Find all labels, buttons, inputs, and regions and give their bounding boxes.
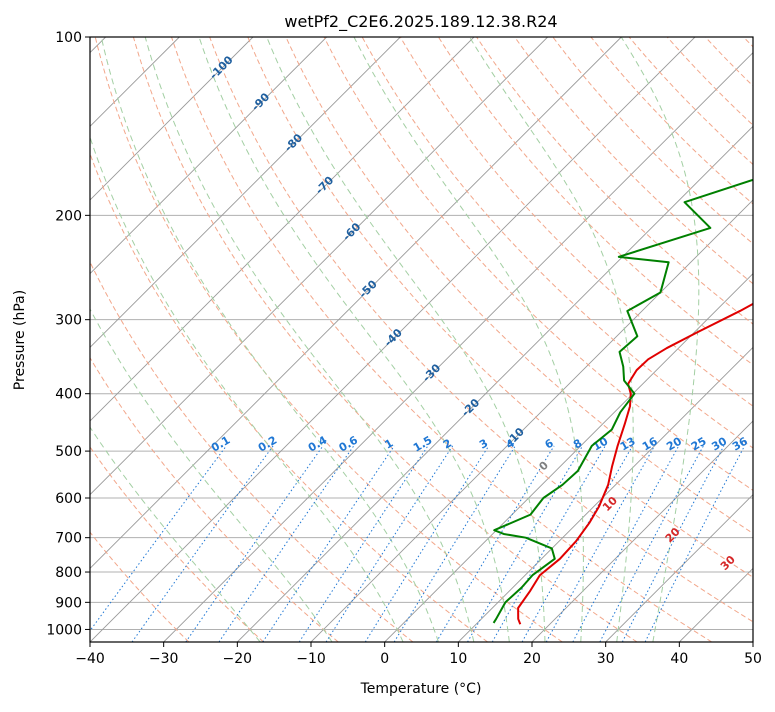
mixing-ratio-line bbox=[131, 445, 274, 642]
mixing-ratio-line bbox=[364, 445, 490, 642]
x-tick-label: 20 bbox=[523, 651, 541, 667]
moist-adiabat-line bbox=[90, 426, 261, 642]
y-tick-label: 300 bbox=[55, 313, 82, 329]
mixing-ratio-line bbox=[218, 445, 355, 642]
temperature-profile-line bbox=[517, 302, 753, 625]
y-axis-ticks: 100 200 300 400 500 600 700 800 900 1000 bbox=[46, 30, 90, 638]
dry-adiabat-line bbox=[399, 37, 753, 407]
x-tick-label: −20 bbox=[223, 651, 253, 667]
y-tick-label: 400 bbox=[55, 387, 82, 403]
mixing-ratio-line bbox=[644, 445, 745, 642]
moist-adiabat-line bbox=[100, 37, 439, 642]
moist-adiabat-line bbox=[266, 37, 546, 642]
mixing-ratio-line bbox=[298, 445, 429, 642]
moist-adiabat-line bbox=[144, 37, 475, 642]
dry-adiabat-line bbox=[476, 37, 753, 325]
x-tick-label: −40 bbox=[75, 651, 105, 667]
y-tick-label: 600 bbox=[55, 491, 82, 507]
isotherm-line bbox=[605, 494, 753, 642]
isotherm-line bbox=[90, 37, 401, 348]
dry-adiabat-line bbox=[361, 37, 753, 449]
moist-adiabat-line bbox=[90, 308, 333, 642]
x-tick-label: 50 bbox=[744, 651, 762, 667]
chart-title: wetPf2_C2E6.2025.189.12.38.R24 bbox=[284, 12, 557, 32]
dry-adiabat-line bbox=[590, 37, 753, 205]
mixing-ratio-line bbox=[435, 445, 555, 642]
isotherm-line bbox=[90, 37, 622, 569]
isobar-grid bbox=[90, 37, 753, 630]
dry-adiabat-line bbox=[247, 37, 753, 578]
isotherm-line bbox=[237, 125, 753, 642]
x-tick-label: 0 bbox=[380, 651, 389, 667]
y-axis-label: Pressure (hPa) bbox=[12, 290, 28, 390]
x-tick-label: −10 bbox=[296, 651, 326, 667]
x-axis-label: Temperature (°C) bbox=[360, 681, 482, 697]
dewpoint-profile-line bbox=[492, 178, 753, 624]
mixing-ratio-line bbox=[325, 445, 454, 642]
isotherm-line bbox=[458, 346, 753, 642]
mixing-ratio-lines bbox=[90, 445, 745, 642]
isotherm-line bbox=[384, 273, 753, 642]
dry-adiabat-line bbox=[90, 531, 190, 642]
isotherm-line bbox=[163, 52, 753, 642]
y-tick-label: 800 bbox=[55, 565, 82, 581]
plot-frame bbox=[89, 36, 754, 643]
dry-adiabat-line bbox=[438, 37, 753, 366]
y-tick-label: 700 bbox=[55, 531, 82, 547]
x-tick-label: −30 bbox=[149, 651, 179, 667]
dry-adiabat-line bbox=[90, 260, 414, 642]
x-tick-label: 40 bbox=[670, 651, 688, 667]
dry-adiabat-line bbox=[132, 37, 638, 642]
dry-adiabat-line bbox=[323, 37, 753, 491]
moist-adiabat-line bbox=[90, 135, 404, 642]
isotherm-line bbox=[90, 37, 254, 201]
isotherm-line bbox=[90, 37, 548, 496]
isotherm-line bbox=[90, 37, 327, 275]
x-tick-label: 30 bbox=[597, 651, 615, 667]
moist-adiabat-line bbox=[198, 37, 510, 642]
moist-adiabat-line bbox=[353, 37, 584, 642]
mixing-ratio-line bbox=[185, 445, 324, 642]
mixing-ratio-line bbox=[545, 445, 656, 642]
x-tick-label: 10 bbox=[449, 651, 467, 667]
moist-adiabats bbox=[90, 37, 700, 642]
dry-adiabat-line bbox=[552, 37, 753, 245]
y-tick-label: 500 bbox=[55, 444, 82, 460]
mixing-ratio-line bbox=[467, 445, 584, 642]
dry-adiabat-line bbox=[94, 37, 563, 642]
isotherm-line bbox=[90, 37, 475, 422]
dry-adiabat-line bbox=[171, 37, 713, 642]
y-tick-label: 100 bbox=[55, 30, 82, 46]
isotherm-line bbox=[531, 420, 753, 642]
moist-adiabat-line bbox=[620, 37, 700, 642]
mixing-ratio-line bbox=[621, 445, 725, 642]
x-axis-ticks: −40 −30 −20 −10 0 10 20 30 40 50 bbox=[75, 642, 762, 667]
profile-series bbox=[492, 178, 753, 625]
dry-adiabat-line bbox=[90, 356, 339, 642]
y-tick-label: 1000 bbox=[46, 622, 82, 638]
mixing-ratio-line bbox=[262, 445, 395, 642]
dry-adiabat-line bbox=[285, 37, 753, 535]
dry-adiabat-line bbox=[209, 37, 753, 623]
isotherm-grid bbox=[90, 37, 753, 642]
y-tick-label: 900 bbox=[55, 595, 82, 611]
mixing-ratio-line bbox=[393, 445, 516, 642]
dry-adiabats bbox=[90, 37, 753, 642]
isotherm-line bbox=[90, 37, 696, 642]
y-tick-label: 200 bbox=[55, 208, 82, 224]
plot-area: -100-90-80-70-60-50-40-30-20-10 0.1 0.2 0.… bbox=[90, 37, 753, 642]
